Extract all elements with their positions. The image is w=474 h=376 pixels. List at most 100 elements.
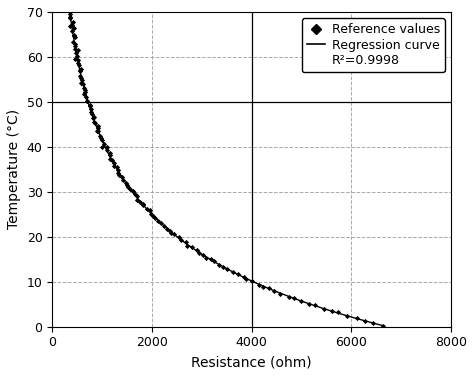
Point — [69, 38, 77, 44]
Point — [157, 220, 165, 226]
Point — [305, 302, 313, 308]
Point — [285, 294, 292, 300]
Point — [182, 239, 190, 245]
Point — [210, 258, 218, 264]
Point — [82, 89, 89, 95]
Point — [94, 123, 101, 129]
Point — [90, 118, 98, 124]
Point — [70, 24, 77, 30]
Point — [276, 291, 284, 297]
Point — [70, 32, 78, 38]
Point — [311, 302, 319, 308]
Point — [82, 94, 90, 100]
Point — [76, 67, 84, 73]
Point — [106, 152, 113, 158]
Point — [79, 81, 87, 87]
Point — [216, 262, 223, 268]
Point — [83, 99, 91, 105]
Point — [139, 202, 146, 208]
Y-axis label: Temperature (°C): Temperature (°C) — [7, 109, 21, 229]
Point — [139, 200, 146, 206]
Point — [243, 276, 250, 282]
Point — [193, 247, 201, 253]
Point — [291, 295, 298, 301]
Point — [170, 231, 177, 237]
Point — [76, 68, 84, 74]
Point — [65, 8, 73, 14]
Point — [77, 74, 85, 80]
Point — [106, 150, 113, 156]
Point — [81, 88, 89, 94]
Point — [76, 73, 84, 79]
Point — [255, 282, 263, 288]
Point — [94, 125, 101, 131]
Point — [270, 288, 278, 294]
Point — [147, 211, 155, 217]
Point — [116, 171, 123, 177]
Point — [328, 308, 336, 314]
Point — [97, 132, 104, 138]
Point — [86, 102, 93, 108]
Legend: Reference values, Regression curve, R²=0.9998: Reference values, Regression curve, R²=0… — [301, 18, 445, 72]
Point — [109, 157, 116, 163]
Point — [80, 85, 88, 91]
Point — [99, 137, 106, 143]
Point — [72, 56, 79, 62]
Point — [146, 207, 154, 213]
Point — [87, 109, 94, 115]
Point — [68, 28, 75, 34]
Point — [119, 177, 127, 183]
Point — [114, 164, 121, 170]
Point — [164, 226, 171, 232]
Point — [151, 215, 158, 221]
Point — [71, 35, 79, 41]
Point — [66, 15, 73, 21]
Point — [343, 313, 350, 319]
Point — [353, 315, 361, 321]
Point — [87, 106, 95, 112]
Point — [97, 135, 105, 141]
Point — [66, 11, 74, 17]
Point — [89, 111, 96, 117]
Point — [103, 144, 111, 150]
Point — [74, 47, 82, 53]
X-axis label: Resistance (ohm): Resistance (ohm) — [191, 355, 312, 369]
Point — [83, 97, 91, 103]
Point — [94, 127, 102, 133]
Point — [66, 14, 73, 20]
Point — [70, 33, 78, 39]
Point — [361, 318, 368, 324]
Point — [73, 50, 80, 56]
Point — [114, 170, 121, 176]
Point — [160, 223, 168, 229]
Point — [248, 278, 256, 284]
Point — [78, 77, 85, 83]
Point — [177, 237, 184, 243]
Point — [208, 256, 215, 262]
Point — [131, 191, 139, 197]
Point — [369, 320, 376, 326]
Point — [166, 228, 173, 234]
Point — [91, 120, 99, 126]
Point — [72, 43, 79, 49]
Point — [114, 167, 122, 173]
Point — [183, 243, 191, 249]
Point — [111, 163, 118, 169]
Point — [75, 62, 82, 68]
Point — [122, 180, 130, 186]
Point — [72, 46, 79, 52]
Point — [73, 53, 81, 59]
Point — [126, 186, 133, 192]
Point — [93, 128, 101, 134]
Point — [240, 274, 248, 280]
Point — [124, 182, 131, 188]
Point — [335, 309, 342, 315]
Point — [71, 41, 78, 47]
Point — [77, 80, 85, 86]
Point — [67, 23, 74, 29]
Point — [75, 61, 82, 67]
Point — [155, 218, 162, 224]
Point — [86, 103, 93, 109]
Point — [118, 174, 126, 180]
Point — [143, 206, 151, 212]
